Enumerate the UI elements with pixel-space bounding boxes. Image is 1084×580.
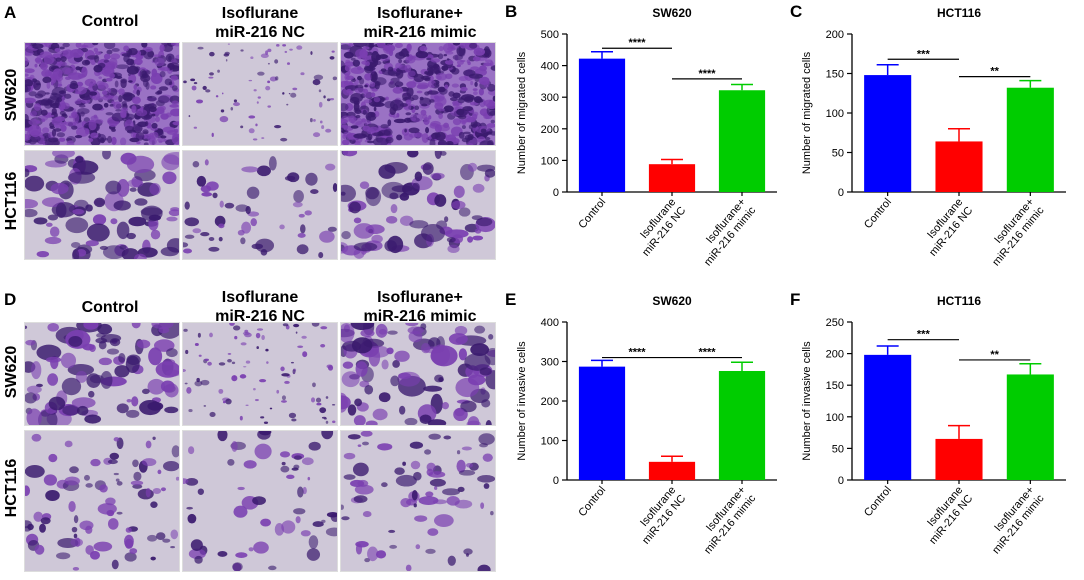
y-tick-label-f-50: 50 bbox=[832, 443, 844, 455]
y-tick-label-f-100: 100 bbox=[826, 412, 844, 424]
x-tick-label-b-isoflurane-nc: IsofluranemiR-216 NC bbox=[630, 196, 688, 258]
y-tick-label-b-500: 500 bbox=[541, 29, 559, 41]
x-tick-label-f-control: Control bbox=[862, 484, 894, 519]
significance-label-b-0: **** bbox=[628, 37, 646, 49]
y-tick-label-e-100: 100 bbox=[541, 436, 559, 448]
micrograph-a-sw620-isoflurane-nc bbox=[182, 42, 338, 146]
bar-b-isoflurane-nc bbox=[648, 164, 696, 192]
bar-c-control bbox=[864, 75, 912, 192]
bar-e-isoflurane-nc bbox=[648, 461, 696, 480]
micrograph-a-sw620-control bbox=[24, 42, 180, 146]
chart-title-e: SW620 bbox=[652, 294, 692, 308]
y-tick-label-b-400: 400 bbox=[541, 61, 559, 73]
y-tick-label-e-200: 200 bbox=[541, 396, 559, 408]
y-tick-label-f-200: 200 bbox=[826, 349, 844, 361]
panel-letter-e: E bbox=[505, 290, 516, 309]
micrograph-a-hct116-isoflurane-mimic bbox=[340, 150, 496, 260]
chart-b: B SW620 Number of migrated cells 0 100 200 300… bbox=[505, 0, 795, 285]
bar-b-control bbox=[578, 58, 626, 193]
bar-c-isoflurane-mimic bbox=[1006, 87, 1054, 192]
y-tick-label-f-0: 0 bbox=[838, 475, 844, 487]
significance-label-f-1: ** bbox=[990, 349, 999, 361]
panel-letter-d: D bbox=[4, 290, 17, 309]
panel-d-row-sw620: SW620 bbox=[3, 345, 20, 399]
bar-e-control bbox=[578, 366, 626, 480]
y-tick-label-c-150: 150 bbox=[826, 69, 844, 81]
x-tick-label-e-control: Control bbox=[576, 484, 608, 519]
chart-c: C HCT116 Number of migrated cells 0 50 100 150… bbox=[790, 0, 1084, 285]
micrograph-d-sw620-control bbox=[24, 322, 180, 426]
chart-title-c: HCT116 bbox=[937, 6, 981, 20]
significance-label-e-0: **** bbox=[628, 347, 646, 359]
y-axis-label-b: Number of migrated cells bbox=[516, 51, 528, 174]
micrograph-d-hct116-isoflurane-nc bbox=[182, 430, 338, 572]
panel-a-row-hct116: HCT116 bbox=[3, 171, 20, 231]
bar-f-isoflurane-nc bbox=[935, 438, 983, 480]
bar-f-isoflurane-mimic bbox=[1006, 374, 1054, 480]
micrograph-d-sw620-isoflurane-nc bbox=[182, 322, 338, 426]
x-tick-label-c-control: Control bbox=[862, 196, 894, 231]
y-axis-label-e: Number of invasive cells bbox=[516, 341, 528, 461]
y-tick-label-b-100: 100 bbox=[541, 155, 559, 167]
bar-c-isoflurane-nc bbox=[935, 141, 983, 192]
panel-a-col-isoflurane-nc: Isoflurane miR-216 NC bbox=[215, 5, 305, 41]
y-tick-label-b-0: 0 bbox=[553, 187, 559, 199]
micrograph-a-sw620-isoflurane-mimic bbox=[340, 42, 496, 146]
significance-label-f-0: *** bbox=[917, 329, 931, 341]
micrograph-a-hct116-isoflurane-nc bbox=[182, 150, 338, 260]
y-tick-label-e-400: 400 bbox=[541, 317, 559, 329]
panel-d-col-isoflurane-mimic: Isoflurane+ miR-216 mimic bbox=[363, 289, 477, 325]
panel-letter-f: F bbox=[790, 290, 800, 309]
y-tick-label-c-50: 50 bbox=[832, 148, 844, 160]
x-tick-label-f-isoflurane-nc: IsofluranemiR-216 NC bbox=[917, 484, 975, 546]
chart-title-f: HCT116 bbox=[937, 294, 981, 308]
panel-letter-c: C bbox=[790, 2, 802, 21]
panel-a-row-sw620: SW620 bbox=[3, 68, 20, 122]
x-tick-label-b-isoflurane-mimic: Isoflurane+miR-216 mimic bbox=[692, 196, 759, 269]
significance-label-e-1: **** bbox=[698, 347, 716, 359]
micrograph-a-hct116-control bbox=[24, 150, 180, 260]
micrograph-d-sw620-isoflurane-mimic bbox=[340, 322, 496, 426]
y-tick-label-c-200: 200 bbox=[826, 29, 844, 41]
panel-d-col-isoflurane-nc: Isoflurane miR-216 NC bbox=[215, 289, 305, 325]
y-axis-label-f: Number of invasive cells bbox=[801, 341, 813, 461]
chart-e: E SW620 Number of invasive cells 0 100 200 300… bbox=[505, 288, 795, 575]
y-tick-label-f-150: 150 bbox=[826, 380, 844, 392]
panel-d-col-control: Control bbox=[81, 299, 139, 316]
bar-f-control bbox=[864, 354, 912, 480]
y-tick-label-e-300: 300 bbox=[541, 357, 559, 369]
bar-e-isoflurane-mimic bbox=[718, 370, 766, 480]
x-tick-label-f-isoflurane-mimic: Isoflurane+miR-216 mimic bbox=[980, 484, 1047, 557]
y-tick-label-c-0: 0 bbox=[838, 187, 844, 199]
x-tick-label-c-isoflurane-mimic: Isoflurane+miR-216 mimic bbox=[980, 196, 1047, 269]
x-tick-label-c-isoflurane-nc: IsofluranemiR-216 NC bbox=[917, 196, 975, 258]
significance-label-c-0: *** bbox=[917, 48, 931, 60]
y-tick-label-b-300: 300 bbox=[541, 92, 559, 104]
x-tick-label-e-isoflurane-mimic: Isoflurane+miR-216 mimic bbox=[692, 484, 759, 557]
significance-label-b-1: **** bbox=[698, 68, 716, 80]
panel-letter-b: B bbox=[505, 2, 517, 21]
bar-b-isoflurane-mimic bbox=[718, 90, 766, 192]
x-tick-label-b-control: Control bbox=[576, 196, 608, 231]
chart-title-b: SW620 bbox=[652, 6, 692, 20]
y-tick-label-e-0: 0 bbox=[553, 475, 559, 487]
y-tick-label-f-250: 250 bbox=[826, 317, 844, 329]
panel-a-col-control: Control bbox=[81, 13, 139, 30]
panel-letter-a: A bbox=[4, 3, 17, 22]
y-tick-label-b-200: 200 bbox=[541, 124, 559, 136]
micrograph-d-hct116-control bbox=[24, 430, 180, 572]
micrograph-d-hct116-isoflurane-mimic bbox=[340, 430, 496, 572]
panel-a-col-isoflurane-mimic: Isoflurane+ miR-216 mimic bbox=[363, 5, 477, 41]
panel-d-row-hct116: HCT116 bbox=[3, 458, 20, 518]
y-tick-label-c-100: 100 bbox=[826, 108, 844, 120]
significance-label-c-1: ** bbox=[990, 66, 999, 78]
y-axis-label-c: Number of migrated cells bbox=[801, 51, 813, 174]
x-tick-label-e-isoflurane-nc: IsofluranemiR-216 NC bbox=[630, 484, 688, 546]
chart-f: F HCT116 Number of invasive cells 0 50 100 150… bbox=[790, 288, 1084, 575]
